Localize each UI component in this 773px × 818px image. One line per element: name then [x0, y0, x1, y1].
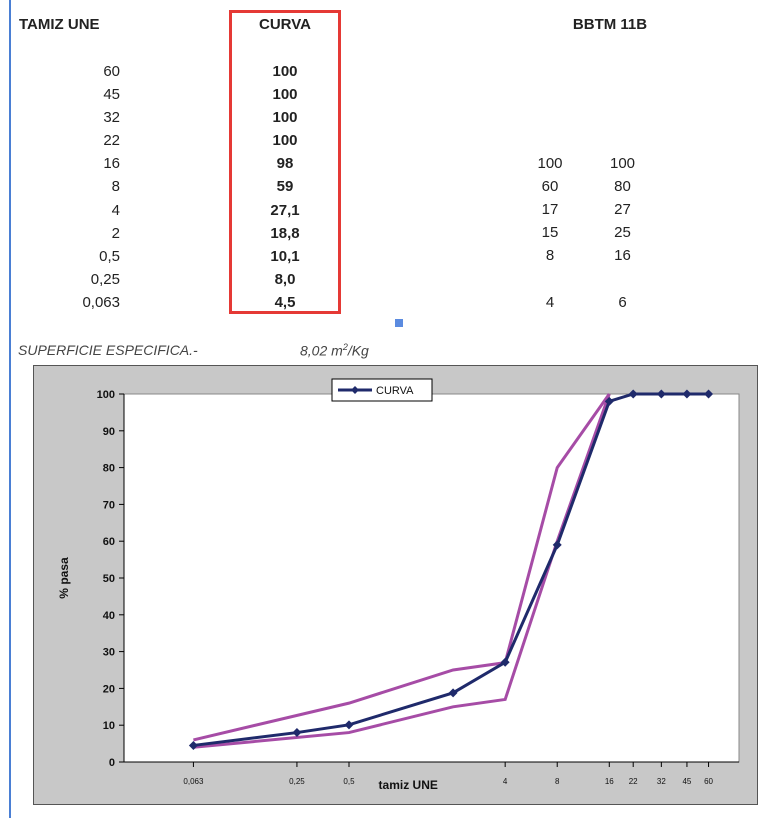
sieve-value: 60: [103, 63, 120, 80]
left-border-line: [9, 0, 11, 818]
spec-max-column: 100 80 27 25 16 6: [600, 152, 645, 314]
sieve-value: 2: [111, 224, 120, 242]
sieve-value: 0,063: [82, 293, 120, 311]
curva-point: [500, 657, 510, 667]
curve-value: 59: [276, 178, 294, 196]
curve-value: 27,1: [270, 201, 300, 219]
sieve-value: 4: [111, 201, 120, 219]
curve-value: 100: [272, 63, 298, 80]
spec-max-value: [600, 267, 645, 290]
spec-max-line: [193, 393, 611, 742]
header-tamiz-une: TAMIZ UNE: [19, 16, 100, 33]
y-tick-label: 80: [103, 463, 115, 475]
spec-min-value: 60: [541, 178, 559, 196]
curve-value: 100: [272, 132, 298, 150]
superficie-label: SUPERFICIE ESPECIFICA.-: [18, 342, 198, 358]
x-tick-label: 60: [704, 777, 713, 786]
spec-min-value: 100: [537, 155, 563, 172]
superficie-number: 8,02: [300, 342, 328, 359]
legend-box: [331, 378, 433, 402]
spec-min-value: 8: [545, 247, 555, 265]
spec-max-value: 6: [618, 293, 627, 311]
spec-max-value: 80: [614, 178, 631, 196]
x-tick-label: 45: [682, 777, 691, 786]
curva-point: [604, 396, 614, 406]
x-tick-label: 0,25: [289, 777, 305, 786]
y-tick-label: 100: [97, 389, 115, 401]
x-tick-label: 4: [503, 777, 508, 786]
spec-min-value: 4: [545, 293, 555, 311]
legend-label: CURVA: [376, 385, 414, 397]
curve-value: 100: [272, 86, 298, 104]
x-tick-label: 32: [657, 777, 666, 786]
x-axis-title: tamiz UNE: [379, 778, 438, 792]
header-bbtm-11b: BBTM 11B: [572, 16, 648, 33]
sieve-value: 45: [103, 86, 120, 104]
x-tick-label: 16: [605, 777, 614, 786]
chart-frame: 0 10 20 30 40 50 60 70 80 90 100 0,063 0,25 0,5 4 8 16 22…: [33, 365, 758, 805]
grading-chart: 0 10 20 30 40 50 60 70 80 90 100 0,063 0,25 0,5 4 8 16 22…: [57, 378, 740, 792]
selection-handle[interactable]: [395, 319, 403, 327]
curve-value: 10,1: [270, 247, 300, 265]
spec-min-column: 100 60 17 15 8 4: [530, 152, 570, 314]
y-tick-label: 40: [103, 610, 115, 622]
spec-max-value: 100: [609, 155, 636, 172]
curva-point: [552, 540, 562, 550]
superficie-unit-base: m: [331, 342, 343, 359]
sieve-value: 0,5: [99, 247, 120, 265]
spec-max-value: 25: [614, 224, 631, 242]
superficie-unit-rest: /Kg: [347, 342, 369, 359]
sieve-value: 32: [103, 109, 120, 127]
legend-swatch-marker: [351, 386, 359, 394]
plot-area: [123, 393, 740, 763]
y-tick-label: 10: [103, 720, 115, 732]
y-tick-label: 70: [103, 499, 115, 511]
curve-value: 18,8: [270, 224, 300, 242]
curva-point: [656, 389, 666, 399]
curva-point: [188, 740, 198, 750]
spec-max-value: 16: [614, 247, 631, 265]
x-tick-label: 22: [629, 777, 638, 786]
spec-min-value: 17: [541, 201, 559, 219]
x-tick-label: 0,5: [343, 777, 355, 786]
curva-highlight-box: [229, 10, 341, 314]
sieve-value: 22: [103, 132, 120, 150]
curva-point: [682, 389, 692, 399]
curve-value: 4,5: [274, 293, 296, 311]
spec-max-value: 27: [614, 201, 631, 219]
curve-value: 8,0: [274, 270, 296, 288]
x-tick-label: 8: [555, 777, 560, 786]
sieve-column: 60 45 32 22 16 8 4 2 0,5 0,25 0,063: [60, 60, 120, 314]
sieve-value: 8: [111, 178, 120, 196]
y-tick-label: 0: [109, 757, 115, 769]
y-tick-label: 90: [103, 426, 115, 438]
curve-column: 100 100 100 100 98 59 27,1 18,8 10,1 8,0 4,5: [230, 60, 340, 314]
sieve-value: 0,25: [90, 270, 120, 288]
curva-point: [344, 720, 354, 730]
y-tick-label: 20: [103, 683, 115, 695]
spec-min-value: 15: [541, 224, 559, 242]
y-tick-label: 50: [103, 573, 115, 585]
superficie-unit-exp: 2: [342, 342, 348, 352]
y-axis-title: % pasa: [57, 557, 71, 599]
curve-value: 98: [276, 155, 294, 173]
x-tick-label: 0,063: [183, 777, 204, 786]
curva-point: [448, 688, 458, 698]
spec-min-value: [530, 267, 570, 290]
y-tick-label: 60: [103, 536, 115, 548]
superficie-value: 8,02 m2/Kg: [300, 342, 369, 359]
sieve-value: 16: [103, 155, 120, 173]
header-curva: CURVA: [259, 16, 311, 33]
y-tick-label: 30: [103, 647, 115, 659]
curve-value: 100: [272, 109, 298, 127]
curva-point: [704, 389, 714, 399]
curva-point: [628, 389, 638, 399]
curva-point: [292, 728, 302, 738]
